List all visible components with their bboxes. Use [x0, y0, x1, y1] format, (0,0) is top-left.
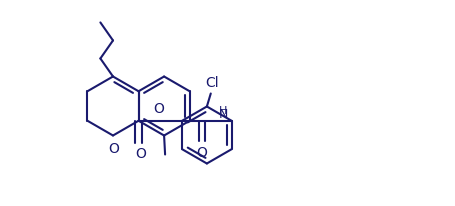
Text: O: O [108, 141, 119, 155]
Text: Cl: Cl [204, 76, 218, 90]
Text: O: O [153, 102, 164, 116]
Text: O: O [196, 145, 207, 159]
Text: N: N [218, 107, 228, 120]
Text: H: H [219, 106, 227, 116]
Text: O: O [135, 146, 146, 160]
